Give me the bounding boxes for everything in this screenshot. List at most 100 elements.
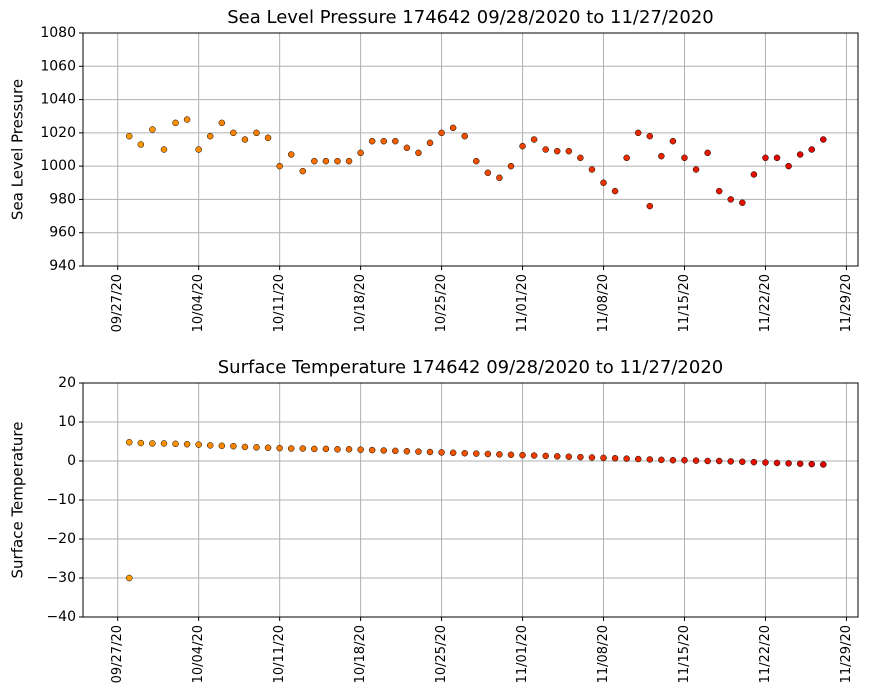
point xyxy=(415,149,422,157)
point xyxy=(588,454,596,461)
point xyxy=(484,169,492,177)
point xyxy=(137,141,145,148)
x-tick-label: 11/15/20 xyxy=(677,625,692,683)
point xyxy=(311,445,318,453)
point xyxy=(403,448,411,455)
point xyxy=(658,456,665,464)
point xyxy=(634,455,642,463)
point xyxy=(311,157,318,165)
chart-title: Sea Level Pressure 174642 09/28/2020 to … xyxy=(227,7,714,28)
point xyxy=(160,146,168,153)
point xyxy=(681,154,688,162)
point xyxy=(276,162,283,170)
point xyxy=(403,144,411,152)
point xyxy=(739,458,746,466)
point xyxy=(322,157,330,165)
point xyxy=(507,162,515,170)
point xyxy=(542,146,549,153)
y-tick-label: 960 xyxy=(49,225,76,241)
point xyxy=(611,455,619,462)
x-tick-label: 11/01/20 xyxy=(515,625,530,683)
x-tick-label: 10/18/20 xyxy=(353,274,368,332)
point xyxy=(438,449,445,456)
point xyxy=(380,447,387,454)
y-tick-label: 0 xyxy=(67,453,76,469)
point xyxy=(415,448,422,455)
point xyxy=(137,439,145,447)
point xyxy=(785,162,792,170)
point xyxy=(380,137,387,145)
point xyxy=(715,187,723,195)
point xyxy=(149,440,156,447)
point xyxy=(507,451,515,459)
point xyxy=(773,459,781,467)
point xyxy=(611,187,619,195)
point xyxy=(438,129,445,137)
point xyxy=(692,166,700,173)
point xyxy=(345,446,353,453)
point xyxy=(785,460,792,467)
y-tick-label: 1020 xyxy=(40,125,76,141)
point xyxy=(600,454,607,462)
point xyxy=(704,149,711,157)
point xyxy=(646,202,654,210)
point xyxy=(230,129,237,137)
point xyxy=(264,134,272,142)
point xyxy=(773,154,781,162)
point xyxy=(322,445,330,453)
x-tick-label: 11/15/20 xyxy=(677,274,692,332)
x-tick-label: 11/22/20 xyxy=(758,274,773,332)
point xyxy=(287,151,295,158)
y-tick-label: −40 xyxy=(46,609,76,625)
y-tick-label: 1040 xyxy=(40,92,76,108)
x-tick-label: 09/27/20 xyxy=(110,625,125,683)
point xyxy=(623,455,630,462)
point xyxy=(392,137,399,145)
point xyxy=(172,119,179,127)
point xyxy=(565,453,573,460)
point xyxy=(357,149,364,157)
point xyxy=(496,174,503,182)
point xyxy=(808,146,815,153)
point xyxy=(727,458,735,465)
y-tick-label: 10 xyxy=(58,414,76,430)
x-tick-label: 11/22/20 xyxy=(758,625,773,683)
x-tick-label: 10/25/20 xyxy=(434,625,449,683)
point xyxy=(715,457,723,465)
point xyxy=(577,453,584,461)
point xyxy=(368,137,376,145)
point xyxy=(762,154,769,162)
x-tick-label: 10/04/20 xyxy=(191,274,206,332)
x-tick-label: 11/29/20 xyxy=(839,625,854,683)
point xyxy=(253,129,260,137)
y-tick-label: 980 xyxy=(49,191,76,207)
point xyxy=(253,444,260,451)
point xyxy=(669,137,677,145)
point xyxy=(461,132,468,140)
point xyxy=(195,146,202,153)
y-tick-label: 1060 xyxy=(40,58,76,74)
x-tick-label: 10/11/20 xyxy=(272,274,287,332)
point xyxy=(241,443,249,451)
y-tick-label: −30 xyxy=(46,570,76,586)
point xyxy=(334,446,341,453)
point xyxy=(195,441,202,448)
point xyxy=(218,442,226,450)
point xyxy=(646,132,654,140)
point xyxy=(473,450,480,457)
point xyxy=(739,199,746,207)
point xyxy=(126,132,133,140)
point xyxy=(287,445,295,452)
point xyxy=(704,457,711,465)
point xyxy=(808,460,815,468)
point xyxy=(484,450,492,458)
x-tick-label: 10/11/20 xyxy=(272,625,287,683)
y-tick-label: 1080 xyxy=(40,25,76,41)
point xyxy=(530,136,538,143)
point xyxy=(577,154,584,162)
point xyxy=(692,457,700,464)
point xyxy=(530,452,538,459)
y-tick-label: 940 xyxy=(49,258,76,274)
point xyxy=(600,179,607,187)
